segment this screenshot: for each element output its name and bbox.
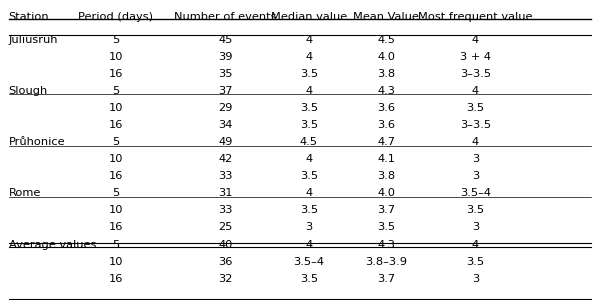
Text: 4.5: 4.5 (300, 137, 318, 147)
Text: 3: 3 (472, 171, 479, 181)
Text: 3–3.5: 3–3.5 (460, 69, 491, 79)
Text: Average values: Average values (9, 239, 96, 250)
Text: 3.6: 3.6 (377, 120, 395, 130)
Text: 39: 39 (218, 52, 233, 62)
Text: 3.8: 3.8 (377, 171, 395, 181)
Text: 5: 5 (112, 86, 119, 96)
Text: 5: 5 (112, 34, 119, 45)
Text: 4.3: 4.3 (377, 239, 395, 250)
Text: 3.5: 3.5 (377, 222, 395, 233)
Text: 4.0: 4.0 (377, 188, 395, 198)
Text: 4: 4 (305, 154, 313, 164)
Text: 10: 10 (109, 52, 123, 62)
Text: Mean Value: Mean Value (353, 12, 419, 22)
Text: Most frequent value: Most frequent value (418, 12, 533, 22)
Text: 3.7: 3.7 (377, 206, 395, 215)
Text: 3.5: 3.5 (466, 103, 484, 113)
Text: 4: 4 (305, 239, 313, 250)
Text: 5: 5 (112, 137, 119, 147)
Text: 31: 31 (218, 188, 233, 198)
Text: 3.5–4: 3.5–4 (460, 188, 491, 198)
Text: 4: 4 (305, 188, 313, 198)
Text: 3: 3 (472, 274, 479, 284)
Text: 4.1: 4.1 (377, 154, 395, 164)
Text: 4: 4 (305, 52, 313, 62)
Text: 49: 49 (218, 137, 233, 147)
Text: 3.5: 3.5 (300, 206, 318, 215)
Text: Průhonice: Průhonice (9, 137, 65, 147)
Text: 3.5: 3.5 (466, 206, 484, 215)
Text: 32: 32 (218, 274, 233, 284)
Text: Station: Station (9, 12, 49, 22)
Text: 3.7: 3.7 (377, 274, 395, 284)
Text: 37: 37 (218, 86, 233, 96)
Text: 34: 34 (218, 120, 233, 130)
Text: 10: 10 (109, 103, 123, 113)
Text: Period (days): Period (days) (78, 12, 153, 22)
Text: 3.5: 3.5 (300, 171, 318, 181)
Text: 29: 29 (218, 103, 233, 113)
Text: 3.5: 3.5 (466, 256, 484, 267)
Text: 45: 45 (218, 34, 233, 45)
Text: 16: 16 (109, 274, 123, 284)
Text: 3.5: 3.5 (300, 69, 318, 79)
Text: 4.7: 4.7 (377, 137, 395, 147)
Text: 3.8: 3.8 (377, 69, 395, 79)
Text: 42: 42 (218, 154, 233, 164)
Text: 4: 4 (305, 86, 313, 96)
Text: 5: 5 (112, 188, 119, 198)
Text: 3.5: 3.5 (300, 274, 318, 284)
Text: 25: 25 (218, 222, 233, 233)
Text: 16: 16 (109, 222, 123, 233)
Text: 35: 35 (218, 69, 233, 79)
Text: Number of events: Number of events (175, 12, 277, 22)
Text: 3.5–4: 3.5–4 (293, 256, 325, 267)
Text: 3.5: 3.5 (300, 120, 318, 130)
Text: 33: 33 (218, 206, 233, 215)
Text: 10: 10 (109, 206, 123, 215)
Text: 4.5: 4.5 (377, 34, 395, 45)
Text: 10: 10 (109, 154, 123, 164)
Text: 3: 3 (305, 222, 313, 233)
Text: Rome: Rome (9, 188, 41, 198)
Text: 5: 5 (112, 239, 119, 250)
Text: 3: 3 (472, 222, 479, 233)
Text: 3.8–3.9: 3.8–3.9 (365, 256, 407, 267)
Text: 3 + 4: 3 + 4 (460, 52, 491, 62)
Text: 4.3: 4.3 (377, 86, 395, 96)
Text: 3.5: 3.5 (300, 103, 318, 113)
Text: Slough: Slough (9, 86, 48, 96)
Text: 3.6: 3.6 (377, 103, 395, 113)
Text: 36: 36 (218, 256, 233, 267)
Text: 4: 4 (472, 239, 479, 250)
Text: Median value: Median value (271, 12, 347, 22)
Text: 4.0: 4.0 (377, 52, 395, 62)
Text: Juliusruh: Juliusruh (9, 34, 58, 45)
Text: 10: 10 (109, 256, 123, 267)
Text: 4: 4 (472, 34, 479, 45)
Text: 4: 4 (472, 137, 479, 147)
Text: 4: 4 (305, 34, 313, 45)
Text: 16: 16 (109, 171, 123, 181)
Text: 16: 16 (109, 69, 123, 79)
Text: 16: 16 (109, 120, 123, 130)
Text: 33: 33 (218, 171, 233, 181)
Text: 3: 3 (472, 154, 479, 164)
Text: 40: 40 (218, 239, 233, 250)
Text: 3–3.5: 3–3.5 (460, 120, 491, 130)
Text: 4: 4 (472, 86, 479, 96)
